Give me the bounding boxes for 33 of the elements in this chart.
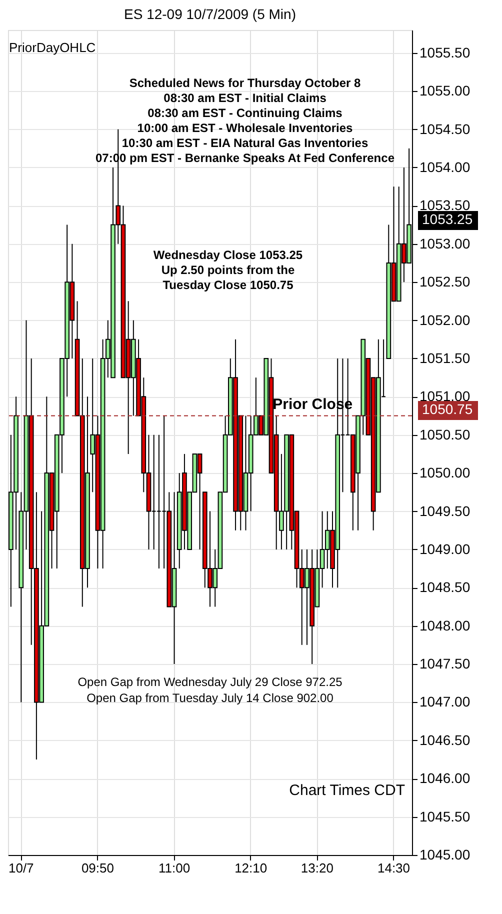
annotation: Chart Times CDT bbox=[289, 782, 405, 799]
y-tick-label: 1045.00 bbox=[420, 846, 470, 862]
y-tick-label: 1047.50 bbox=[420, 656, 470, 672]
x-tick-label: 14:30 bbox=[377, 860, 410, 876]
y-tick-label: 1048.50 bbox=[420, 579, 470, 596]
text: 1053.25 bbox=[422, 211, 473, 227]
x-tick-label: 09:50 bbox=[81, 860, 114, 876]
annotation: Wednesday Close 1053.25 Up 2.50 points from the Tuesday Close 1050.75 bbox=[153, 248, 303, 292]
annotation: PriorDayOHLC bbox=[9, 40, 96, 55]
x-tick-label: 11:00 bbox=[158, 860, 190, 876]
y-tick-label: 1054.50 bbox=[420, 120, 470, 137]
y-tick-label: 1050.50 bbox=[420, 426, 470, 442]
annotation: Open Gap from Wednesday July 29 Close 972.25 Open Gap from Tuesday July 14 Close 902.00 bbox=[78, 675, 343, 705]
x-tick-label: 10/7 bbox=[8, 860, 34, 876]
y-tick-label: 1053.00 bbox=[420, 235, 470, 252]
y-tick-label: 1051.50 bbox=[420, 350, 470, 366]
y-tick-label: 1046.00 bbox=[420, 770, 470, 786]
y-tick-label: 1048.00 bbox=[420, 617, 470, 634]
y-tick-label: 1053.50 bbox=[420, 197, 470, 214]
y-tick-label: 1049.50 bbox=[420, 502, 470, 519]
chart-title: ES 12-09 10/7/2009 (5 Min) bbox=[124, 6, 296, 22]
y-tick-label: 1049.00 bbox=[420, 540, 470, 557]
x-tick-label: 13:20 bbox=[300, 860, 334, 876]
y-tick-label: 1055.00 bbox=[420, 82, 470, 99]
y-tick-label: 1052.00 bbox=[420, 312, 470, 328]
y-tick-label: 1052.50 bbox=[420, 274, 470, 290]
x-tick-label: 12:10 bbox=[234, 860, 268, 876]
y-tick-label: 1050.00 bbox=[420, 464, 470, 481]
y-tick-label: 1054.00 bbox=[420, 159, 470, 175]
y-tick-label: 1055.50 bbox=[420, 44, 470, 60]
y-tick-label: 1047.00 bbox=[420, 694, 470, 710]
y-tick-label: 1045.50 bbox=[420, 808, 470, 824]
y-tick-label: 1046.50 bbox=[420, 732, 470, 748]
